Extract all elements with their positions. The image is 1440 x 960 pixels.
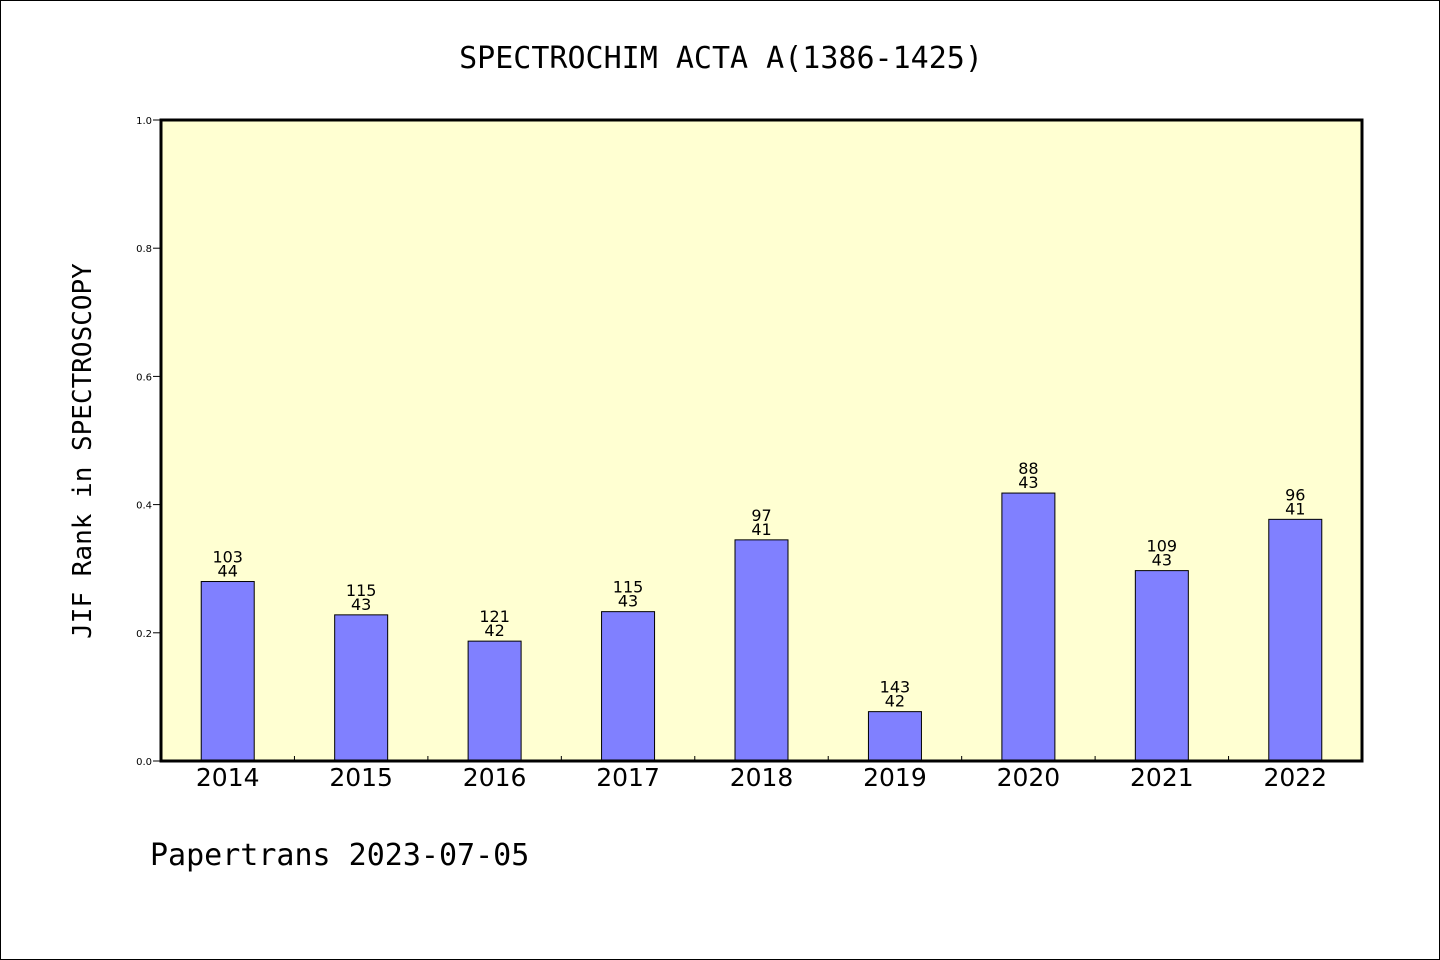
bar-2014 <box>200 581 255 762</box>
bar-label-top: 143 <box>880 678 911 697</box>
x-tick-label: 2020 <box>997 763 1061 792</box>
bar-label-bottom: 42 <box>885 692 905 711</box>
y-axis-ticks: 0.0 0.2 0.4 0.6 0.8 1.0 <box>136 116 161 768</box>
x-axis-ticks: 2014 2015 2016 2017 2018 2019 2020 2021 2022 <box>196 756 1327 792</box>
x-tick-label: 2022 <box>1263 763 1327 792</box>
bar-2020 <box>1001 492 1056 762</box>
bar-2019 <box>867 711 922 762</box>
bars <box>200 492 1323 762</box>
y-tick-label: 0.2 <box>136 629 152 640</box>
y-tick-label: 0.8 <box>136 244 152 255</box>
bar-label-top: 121 <box>479 607 510 626</box>
bar-2016 <box>467 640 522 762</box>
bar-label-bottom: 41 <box>1285 499 1305 518</box>
bar-label-top: 88 <box>1018 459 1038 478</box>
x-tick-label: 2014 <box>196 763 260 792</box>
bar-label-top: 109 <box>1147 537 1178 556</box>
bar-labels: 1034411543121421154397411434288431094396… <box>212 459 1305 711</box>
x-tick-label: 2017 <box>596 763 660 792</box>
bar-2018 <box>734 539 789 762</box>
bar-2015 <box>334 614 389 762</box>
y-tick-label: 0.4 <box>136 501 152 512</box>
bar-2022 <box>1268 518 1323 762</box>
bar-label-bottom: 43 <box>1018 473 1038 492</box>
x-tick-label: 2018 <box>730 763 794 792</box>
bar-label-top: 115 <box>346 581 377 600</box>
y-tick-label: 0.6 <box>136 372 152 383</box>
bar-label-bottom: 44 <box>218 562 238 581</box>
x-tick-label: 2016 <box>463 763 527 792</box>
bar-label-bottom: 43 <box>1152 551 1172 570</box>
x-tick-label: 2021 <box>1130 763 1194 792</box>
footer-credit: Papertrans 2023-07-05 <box>150 838 529 873</box>
bar-label-bottom: 43 <box>618 592 638 611</box>
bar-label-top: 96 <box>1285 485 1305 504</box>
y-axis-label: JIF Rank in SPECTROSCOPY <box>68 263 98 639</box>
bar-label-top: 103 <box>212 548 243 567</box>
x-tick-label: 2019 <box>863 763 927 792</box>
bar-2021 <box>1134 570 1189 762</box>
bar-2017 <box>601 611 656 762</box>
bar-label-bottom: 42 <box>484 621 504 640</box>
bar-label-bottom: 41 <box>751 520 771 539</box>
bar-label-top: 97 <box>751 506 771 525</box>
bar-label-bottom: 43 <box>351 595 371 614</box>
bar-label-top: 115 <box>613 578 644 597</box>
x-tick-label: 2015 <box>329 763 393 792</box>
chart-title: SPECTROCHIM ACTA A(1386-1425) <box>459 41 983 76</box>
plot-border <box>159 118 1364 763</box>
y-tick-label: 0.0 <box>136 757 152 768</box>
y-tick-label: 1.0 <box>136 116 152 127</box>
